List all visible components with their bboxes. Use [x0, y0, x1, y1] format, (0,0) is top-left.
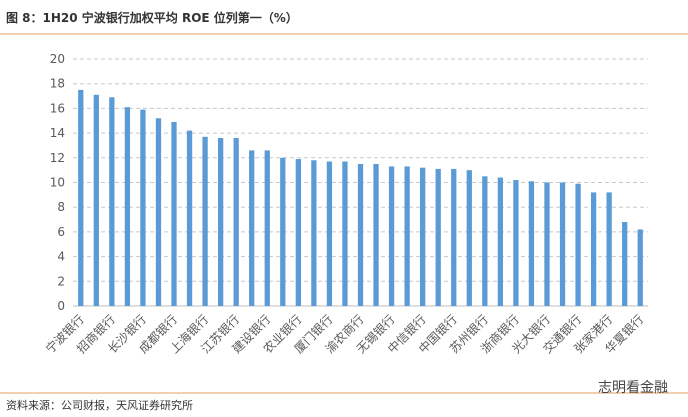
watermark: 志明看金融: [598, 380, 668, 396]
bar: [311, 160, 317, 306]
bar: [622, 222, 628, 306]
bar: [528, 181, 535, 306]
bar: [186, 130, 193, 306]
bar: [78, 89, 84, 306]
bar: [637, 229, 643, 306]
bar: [373, 163, 379, 306]
bar: [109, 97, 115, 306]
y-tick-label: 2: [57, 274, 65, 288]
bar: [155, 118, 162, 306]
bar: [357, 163, 364, 306]
bar: [404, 166, 410, 306]
bar: [482, 176, 488, 306]
bar: [326, 161, 333, 306]
bar: [420, 167, 426, 306]
y-tick-label: 4: [57, 250, 65, 264]
bar: [590, 192, 597, 306]
bar: [124, 107, 131, 306]
bar: [575, 183, 581, 306]
bar: [93, 94, 99, 306]
bar: [140, 109, 146, 306]
bar: [217, 138, 224, 306]
y-tick-label: 16: [50, 101, 65, 115]
bar: [202, 136, 208, 306]
bar: [342, 161, 348, 306]
bar: [466, 170, 472, 306]
bar: [435, 168, 441, 306]
y-tick-label: 8: [57, 200, 65, 214]
bar: [559, 182, 566, 306]
source: 资料来源：公司财报，天风证券研究所: [6, 398, 193, 412]
y-tick-label: 10: [50, 176, 65, 190]
bar: [171, 121, 177, 306]
y-tick-label: 6: [57, 225, 65, 239]
bar: [264, 150, 270, 306]
bar: [497, 177, 504, 306]
y-tick-label: 18: [50, 77, 65, 91]
y-tick-label: 20: [50, 52, 65, 66]
bar: [249, 150, 255, 306]
y-tick-label: 14: [50, 126, 65, 140]
bar: [233, 138, 239, 306]
y-tick-label: 12: [50, 151, 65, 165]
bar: [606, 192, 612, 306]
bar: [451, 168, 457, 306]
y-tick-label: 0: [57, 299, 65, 313]
bar: [544, 182, 550, 306]
chart-title: 图 8：1H20 宁波银行加权平均 ROE 位列第一（%）: [6, 10, 298, 25]
bar: [280, 157, 286, 306]
bar: [295, 159, 301, 306]
bar: [513, 180, 519, 306]
bar: [388, 166, 395, 306]
